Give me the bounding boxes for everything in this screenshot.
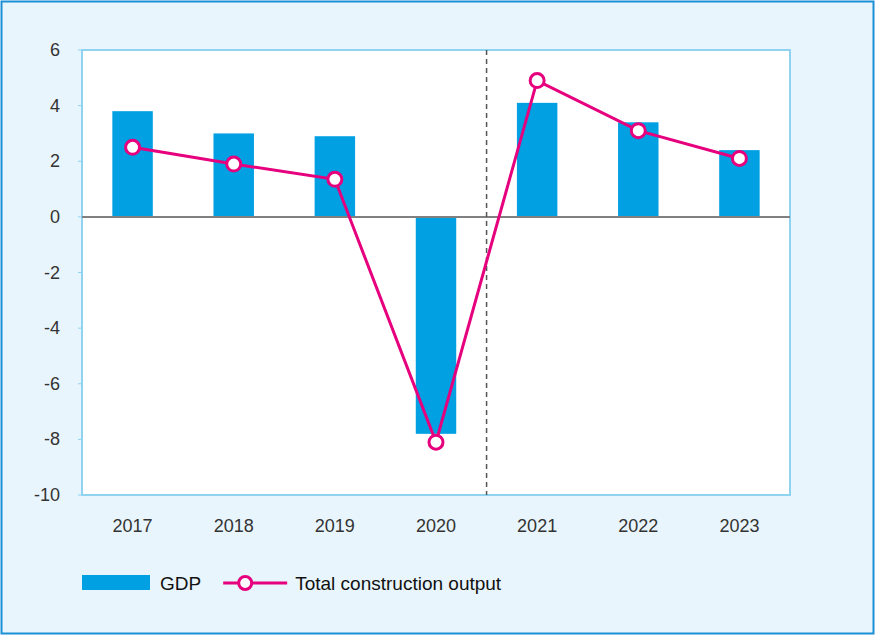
plot-area	[82, 50, 790, 495]
x-tick-label: 2021	[517, 516, 557, 536]
marker	[530, 74, 544, 88]
y-tick	[78, 439, 82, 440]
chart: -10 -8 -6 -4 -2 0 2 4 6 2017 2018 2019 2020 2021 2022 2…	[0, 0, 875, 635]
y-tick	[78, 105, 82, 106]
zero-line	[82, 216, 790, 218]
y-tick-label: 0	[50, 207, 60, 227]
x-tick-label: 2022	[618, 516, 658, 536]
y-tick-label: -4	[44, 318, 60, 338]
background	[2, 2, 874, 634]
line	[133, 81, 740, 443]
marker	[631, 124, 645, 138]
bar	[618, 122, 658, 217]
y-tick-label: 6	[50, 40, 60, 60]
x-tick-label: 2017	[113, 516, 153, 536]
y-tick-label: -8	[44, 429, 60, 449]
marker	[429, 435, 443, 449]
marker	[328, 172, 342, 186]
y-tick	[78, 50, 82, 51]
y-tick	[78, 495, 82, 496]
y-tick	[78, 383, 82, 384]
legend-label: Total construction output	[295, 573, 502, 594]
legend-swatch	[223, 582, 287, 585]
marker	[732, 151, 746, 165]
y-tick-label: -6	[44, 374, 60, 394]
y-tick-label: -10	[34, 485, 60, 505]
marker	[126, 140, 140, 154]
y-tick	[78, 161, 82, 162]
marks	[82, 50, 790, 495]
y-tick-label: 4	[50, 96, 60, 116]
y-tick	[78, 216, 82, 217]
y-tick	[78, 328, 82, 329]
y-tick	[78, 272, 82, 273]
y-tick-label: -2	[44, 263, 60, 283]
legend-label: GDP	[160, 573, 201, 594]
legend-marker	[239, 577, 252, 590]
bar	[517, 103, 557, 217]
y-tick-label: 2	[50, 151, 60, 171]
marker	[227, 157, 241, 171]
bar	[112, 111, 152, 217]
bar	[719, 150, 759, 217]
x-tick-label: 2019	[315, 516, 355, 536]
x-tick-label: 2023	[719, 516, 759, 536]
x-tick-label: 2018	[214, 516, 254, 536]
bar	[213, 133, 253, 216]
forecast-divider	[486, 50, 488, 495]
x-tick-label: 2020	[416, 516, 456, 536]
legend-swatch	[82, 575, 150, 590]
